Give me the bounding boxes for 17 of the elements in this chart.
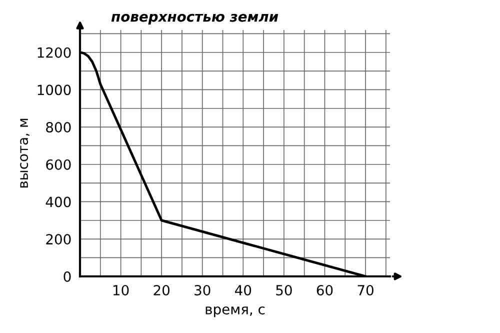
- x-tick-label: 50: [276, 284, 292, 296]
- y-tick-label: 1200: [38, 47, 71, 58]
- y-tick-label: 200: [46, 234, 71, 245]
- y-axis-title: высота, м: [20, 118, 30, 188]
- x-tick-label: 10: [113, 284, 129, 296]
- y-tick-label: 400: [46, 196, 71, 208]
- x-tick-label: 20: [154, 284, 170, 296]
- x-tick-label: 40: [235, 284, 252, 296]
- y-tick-label: 0: [64, 271, 71, 282]
- chart-title: поверхностью земли: [111, 14, 278, 25]
- x-tick-label: 60: [316, 284, 333, 296]
- x-tick-label: 70: [358, 284, 374, 296]
- y-tick-label: 600: [46, 159, 71, 170]
- x-axis-title: время, с: [206, 306, 265, 318]
- y-tick-label: 800: [46, 122, 71, 133]
- y-tick-label: 1000: [38, 84, 71, 96]
- x-tick-label: 30: [194, 284, 210, 296]
